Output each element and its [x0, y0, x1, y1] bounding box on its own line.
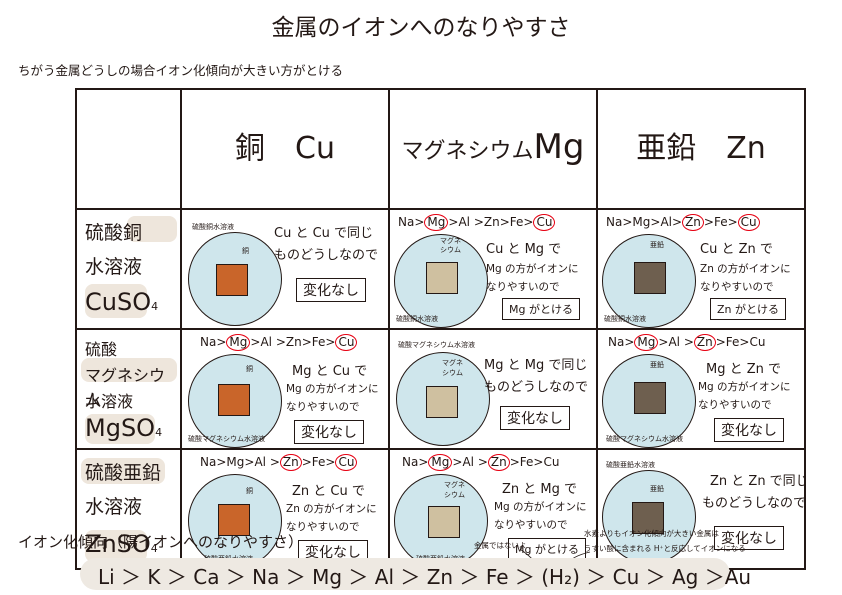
ionization-series-title: イオン化傾向（陽イオンへのなりやすさ） [18, 533, 304, 551]
row-header-copper-sulfate: 硫酸銅 水溶液 CuSO4 [75, 208, 182, 330]
acid-note-line2: うすい酸に含まれる H⁺と反応してイオンになる [584, 544, 746, 553]
cell-zn-in-cuso4: Na>Mg>Al> Zn >Fe> Cu 亜鉛 硫酸銅水溶液 Cu と Zn で Zn… [596, 208, 806, 330]
cell-mg-in-mgso4: 硫酸マグネシウム水溶液 マグネ シウム Mg と Mg で同じ ものどうしなので… [388, 328, 598, 450]
column-header-copper: 銅 Cu [180, 88, 390, 210]
cell-mg-in-znso4: Na>Mg>Al >Zn>Fe>Cu マグネ シウム 硫酸亜鉛水溶液 Zn と … [388, 448, 598, 570]
ionization-series: Li ＞ K ＞ Ca ＞ Na ＞ Mg ＞ Al ＞ Zn ＞ Fe ＞ (… [98, 565, 752, 589]
page-subtitle: ちがう金属どうしの場合イオン化傾向が大きい方がとける [18, 63, 344, 78]
ionization-sequence: Na> Mg >Al >Zn>Fe> Cu [398, 214, 556, 231]
row-header-zinc-sulfate: 硫酸亜鉛 水溶液 ZnSO4 [75, 448, 182, 570]
cell-zn-in-mgso4: Na> Mg >Al > Zn >Fe>Cu 亜鉛 硫酸マグネシウム水溶液 Mg と Z… [596, 328, 806, 450]
column-header-magnesium: マグネシウムMg [388, 88, 598, 210]
page-title: 金属のイオンへのなりやすさ [271, 15, 571, 41]
hydrogen-note: 金属ではないよ [474, 541, 527, 550]
reaction-table: 銅 Cu マグネシウムMg 亜鉛 Zn 硫酸銅 水溶液 CuSO4 硫酸銅水溶液… [75, 88, 806, 570]
column-header-zinc: 亜鉛 Zn [596, 88, 806, 210]
table-corner [75, 88, 182, 210]
cell-cu-in-mgso4: Na> Mg >Al >Zn>Fe> Cu 銅 硫酸マグネシウム水溶液 Mg と Cu… [180, 328, 390, 450]
cell-zn-in-znso4: 硫酸亜鉛水溶液 亜鉛 Zn と Zn で同じ ものどうしなので 変化なし [596, 448, 806, 570]
cell-cu-in-cuso4: 硫酸銅水溶液 銅 Cu と Cu で同じ ものどうしなので 変化なし [180, 208, 390, 330]
row-header-magnesium-sulfate: 硫酸 マグネシウム 水溶液 MgSO4 [75, 328, 182, 450]
ionization-series-bar: Li ＞ K ＞ Ca ＞ Na ＞ Mg ＞ Al ＞ Zn ＞ Fe ＞ (… [80, 558, 751, 590]
cell-mg-in-cuso4: Na> Mg >Al >Zn>Fe> Cu マグネ シウム 硫酸銅水溶液 Cu と M… [388, 208, 598, 330]
acid-note-line1: 水素よりもイオン化傾向が大きい金属は [584, 529, 719, 538]
cell-cu-in-znso4: Na>Mg>Al >Zn>Fe>Cu 銅 硫酸亜鉛水溶液 Zn と Cu で Z… [180, 448, 390, 570]
